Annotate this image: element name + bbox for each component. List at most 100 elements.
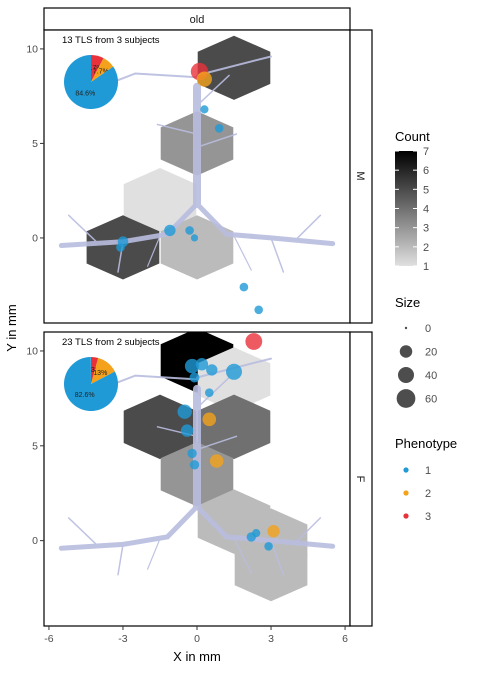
point-phenotype-1 <box>189 372 200 383</box>
airway-branch <box>58 201 200 248</box>
x-tick-label: 3 <box>268 633 274 645</box>
airway-branch <box>294 517 322 544</box>
legend-phenotype: Phenotype 1 2 3 <box>395 436 457 523</box>
point-phenotype-1 <box>226 363 242 380</box>
count-tick-label: 3 <box>423 223 429 235</box>
airway-branch <box>67 214 100 245</box>
airway-branch <box>196 55 272 77</box>
facet-strip-m <box>349 29 373 324</box>
point-phenotype-1 <box>190 234 199 242</box>
point-phenotype-1 <box>205 388 214 398</box>
pie-label: 13% <box>93 370 107 377</box>
point-phenotype-1 <box>254 305 263 315</box>
y-tick-label: 10 <box>26 345 38 357</box>
phenotype-key <box>403 490 409 496</box>
airway-branch <box>294 214 322 241</box>
x-axis-title: X in mm <box>173 649 221 664</box>
point-phenotype-1 <box>252 529 261 538</box>
size-label: 0 <box>425 323 431 335</box>
point-phenotype-2 <box>267 525 280 538</box>
legend-size: Size 0 20 40 60 <box>395 295 437 408</box>
legend-phenotype-title: Phenotype <box>395 436 457 451</box>
point-phenotype-1 <box>189 460 200 470</box>
point-phenotype-1 <box>239 282 249 292</box>
size-key <box>397 366 415 384</box>
count-tick-label: 1 <box>423 261 429 273</box>
hexbin <box>234 536 308 602</box>
phenotype-key <box>403 513 409 519</box>
hexbin <box>197 35 271 100</box>
pie-slice <box>63 357 118 411</box>
point-phenotype-1 <box>177 404 192 419</box>
point-phenotype-1 <box>180 424 194 437</box>
count-tick-label: 4 <box>423 204 429 216</box>
y-axis-title: Y in mm <box>4 304 19 351</box>
airway-branch <box>194 201 336 247</box>
size-label: 40 <box>425 370 437 382</box>
point-phenotype-1 <box>184 358 200 374</box>
panel-annotation: 13 TLS from 3 subjects <box>62 35 160 46</box>
point-phenotype-1 <box>185 226 194 235</box>
size-label: 20 <box>425 347 437 359</box>
point-phenotype-2 <box>209 454 224 468</box>
pie-slice <box>91 58 114 82</box>
y-tick-label: 5 <box>32 138 38 150</box>
airway-branch <box>67 517 100 548</box>
airway-branch <box>196 435 238 451</box>
point-phenotype-1 <box>200 105 209 114</box>
pie-slice <box>91 55 104 82</box>
panel-m: 13 TLS from 3 subjects 7.7%7.7% 84.6% <box>43 29 351 324</box>
airway-branch <box>109 72 198 84</box>
hexbin <box>123 168 197 233</box>
pie-slice <box>91 357 115 384</box>
x-tick-label: 6 <box>342 633 348 645</box>
airway-branch <box>233 235 252 271</box>
airway-branch <box>233 538 252 574</box>
pie-label: 82.6% <box>75 392 95 399</box>
x-tick-label: -3 <box>118 633 127 645</box>
x-tick-label: -6 <box>44 633 53 645</box>
airway-branch <box>270 539 285 576</box>
size-key <box>404 326 408 330</box>
y-tick-label: 10 <box>26 43 38 55</box>
point-phenotype-1 <box>206 364 218 376</box>
airway-branch <box>156 123 198 135</box>
facet-strip-f <box>349 331 373 627</box>
count-tick-label: 5 <box>423 184 429 196</box>
hexbin <box>160 215 234 280</box>
point-phenotype-1 <box>164 224 176 237</box>
airway-branch <box>117 543 124 576</box>
point-phenotype-1 <box>214 124 224 133</box>
point-phenotype-3 <box>245 333 263 350</box>
count-tick-label: 7 <box>423 146 429 158</box>
airway-branch <box>58 504 200 551</box>
point-phenotype-1 <box>195 358 209 371</box>
point-phenotype-2 <box>202 412 217 427</box>
legend-size-title: Size <box>395 295 420 310</box>
point-phenotype-1 <box>264 542 273 551</box>
phenotype-key <box>403 467 409 473</box>
facet-strip-m-label: M <box>354 171 366 180</box>
pie-label: 4.3% <box>85 367 101 374</box>
legend-count-title: Count <box>395 129 430 144</box>
y-tick-label: 0 <box>32 535 38 547</box>
phenotype-label: 2 <box>425 488 431 500</box>
point-phenotype-1 <box>116 243 125 252</box>
facet-strip-top-label: old <box>190 14 205 26</box>
count-colorbar <box>395 151 417 266</box>
airway-branch <box>196 133 238 148</box>
count-tick-label: 6 <box>423 165 429 177</box>
size-key <box>399 345 413 358</box>
count-tick-label: 2 <box>423 242 429 254</box>
size-label: 60 <box>425 394 437 406</box>
airway-branch <box>109 374 198 387</box>
pie-slice <box>64 55 119 110</box>
size-key <box>396 389 416 408</box>
airway-branch <box>147 235 161 267</box>
y-tick-label: 5 <box>32 440 38 452</box>
legend-count: Count 1 2 3 4 5 6 7 <box>395 129 430 273</box>
airway-branch <box>147 538 161 570</box>
pie-label: 7.7% <box>87 65 103 72</box>
panel-annotation: 23 TLS from 2 subjects <box>62 337 160 348</box>
